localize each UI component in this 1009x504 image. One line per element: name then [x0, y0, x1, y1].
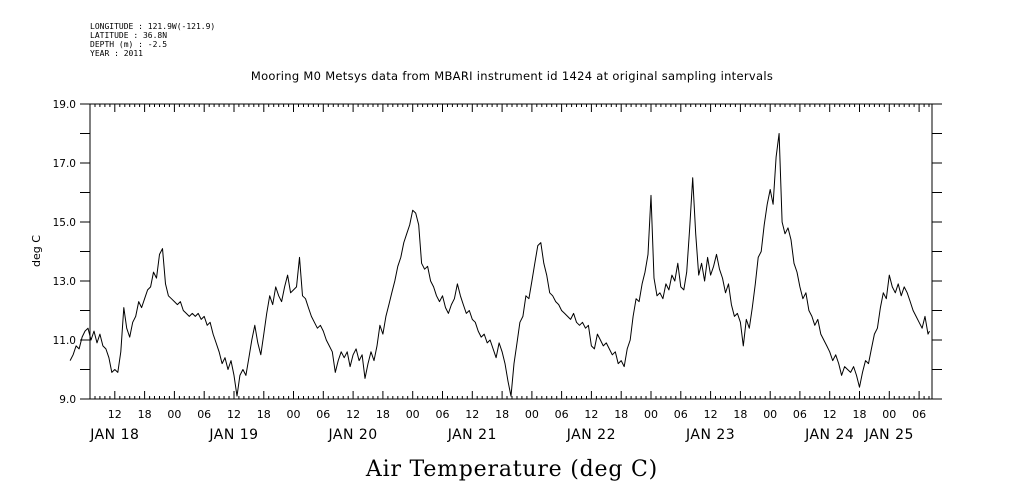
y-tick-label: 11.0: [53, 335, 76, 347]
series-layer: [69, 133, 930, 397]
y-tick-label: 9.0: [59, 394, 76, 406]
x-day-label: JAN 18: [89, 427, 139, 443]
x-tick-label: 18: [495, 408, 509, 421]
x-tick-label: 00: [525, 408, 539, 421]
x-tick-label: 06: [436, 408, 450, 421]
x-tick-label: 18: [257, 408, 271, 421]
x-tick-label: 06: [316, 408, 330, 421]
x-tick-label: 00: [644, 408, 658, 421]
x-tick-label: 18: [853, 408, 867, 421]
x-tick-label: 00: [763, 408, 777, 421]
x-tick-label: 18: [614, 408, 628, 421]
y-tick-label: 17.0: [53, 158, 76, 170]
meta-year: YEAR : 2011: [90, 49, 143, 58]
x-day-label: JAN 20: [327, 427, 377, 443]
x-day-label: JAN 19: [208, 427, 258, 443]
x-tick-label: 00: [167, 408, 181, 421]
x-tick-label: 00: [406, 408, 420, 421]
meta-latitude: LATITUDE : 36.8N: [90, 31, 168, 40]
x-day-label: JAN 23: [685, 427, 735, 443]
x-tick-label: 18: [138, 408, 152, 421]
y-tick-label: 19.0: [53, 99, 76, 111]
x-tick-label: 00: [287, 408, 301, 421]
x-day-label: JAN 25: [864, 427, 914, 443]
x-tick-label: 06: [912, 408, 926, 421]
y-tick-label: 15.0: [53, 217, 76, 229]
x-tick-label: 12: [704, 408, 718, 421]
x-tick-label: 06: [793, 408, 807, 421]
x-tick-label: 12: [108, 408, 122, 421]
x-tick-label: 12: [227, 408, 241, 421]
x-tick-label: 06: [674, 408, 688, 421]
x-tick-label: 00: [882, 408, 896, 421]
x-tick-label: 18: [733, 408, 747, 421]
meta-longitude: LONGITUDE : 121.9W(-121.9): [90, 22, 216, 31]
x-axis-ticks: 12 18 00 06 12 18 00 06 12 18 00 06 12 18 00 06 12 18 00 06…: [89, 104, 930, 443]
x-tick-label: 12: [465, 408, 479, 421]
x-axis-label: Air Temperature (deg C): [365, 457, 658, 482]
air-temperature-line: [69, 133, 930, 397]
x-tick-label: 12: [823, 408, 837, 421]
dataset-metadata: LONGITUDE : 121.9W(-121.9) LATITUDE : 36…: [90, 22, 215, 58]
y-tick-label: 13.0: [53, 276, 76, 288]
x-tick-label: 06: [197, 408, 211, 421]
meta-depth: DEPTH (m) : -2.5: [90, 40, 168, 49]
x-day-label: JAN 22: [566, 427, 616, 443]
chart-title: Mooring M0 Metsys data from MBARI instru…: [251, 69, 773, 83]
x-tick-label: 12: [346, 408, 360, 421]
x-day-label: JAN 21: [447, 427, 497, 443]
plot-frame: [89, 103, 933, 400]
y-axis-ticks: 9.0 11.0 13.0 15.0 17.0 19.0: [53, 99, 942, 406]
x-tick-label: 18: [376, 408, 390, 421]
x-tick-label: 06: [555, 408, 569, 421]
x-tick-label: 12: [584, 408, 598, 421]
y-axis-label: deg C: [30, 235, 43, 267]
x-day-label: JAN 24: [804, 427, 854, 443]
